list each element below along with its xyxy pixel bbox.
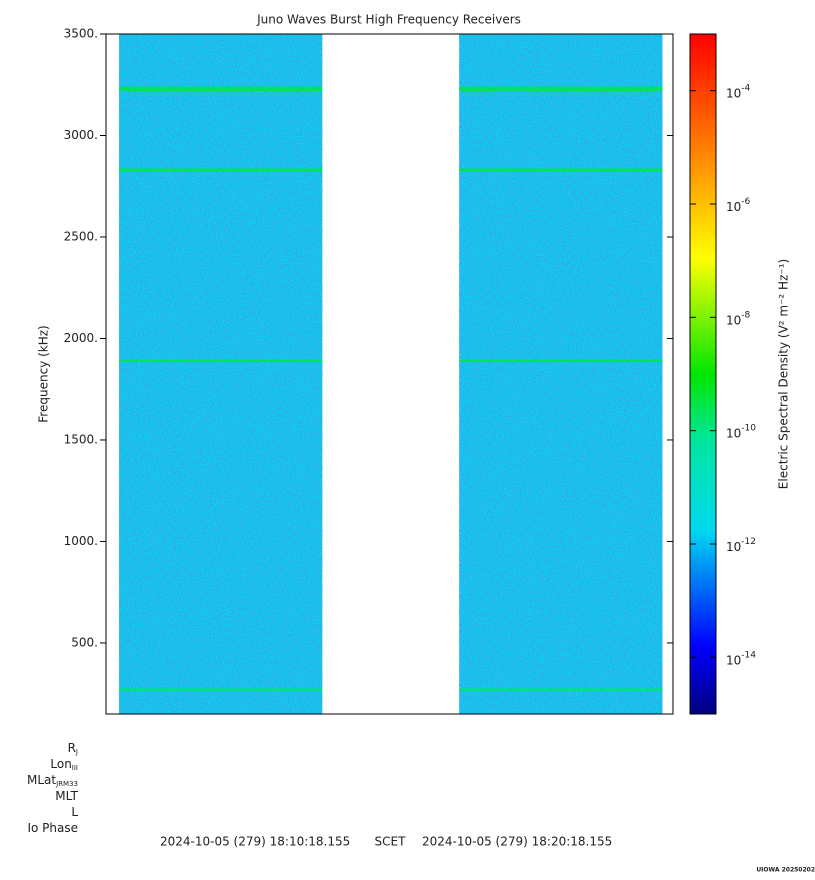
emission-band [119,359,323,362]
y-tick-label: 2500. [64,229,98,243]
ephemeris-label-text: MLat [27,773,56,787]
ephemeris-label: RJ [68,741,78,757]
y-tick-label: 1000. [64,534,98,548]
y-tick-label: 1500. [64,432,98,446]
y-tick-label: 3500. [64,27,98,41]
y-tick-label: 500. [71,635,98,649]
emission-band [119,86,323,92]
colorbar-tick-label: 10-8 [726,310,751,327]
emission-band [459,359,663,362]
colorbar-tick-label: 10-6 [726,197,751,214]
colorbar-tick-exponent: -12 [741,537,756,547]
noise-texture [119,34,323,714]
emission-band [119,688,323,692]
emission-band [459,168,663,172]
ephemeris-label: MLT [55,789,78,803]
colorbar-tick-label: 10-10 [726,423,756,440]
footer: UIOWA 20250202 [756,867,815,874]
scet-end: 2024-10-05 (279) 18:20:18.155 [422,835,612,849]
colorbar-tick-base: 10 [726,200,741,214]
colorbar-tick-base: 10 [726,540,741,554]
ephemeris-label: LonIII [50,757,78,773]
colorbar-tick-exponent: -10 [741,423,756,433]
colorbar-tick-label: 10-4 [726,83,751,100]
emission-band [459,86,663,92]
colorbar [689,33,717,715]
y-tick-label: 2000. [64,331,98,345]
colorbar-tick-exponent: -4 [741,83,750,93]
ephemeris-label-text: Io Phase [27,821,78,835]
colorbar-tick-base: 10 [726,86,741,100]
scet-start: 2024-10-05 (279) 18:10:18.155 [160,835,350,849]
colorbar-tick-exponent: -6 [741,197,750,207]
ephemeris-label-subscript: JRM33 [55,780,78,788]
ephemeris-label-text: L [71,805,78,819]
ephemeris-label-subscript: J [75,748,78,756]
colorbar-tick-base: 10 [726,653,741,667]
emission-band [459,688,663,692]
y-axis-label: Frequency (kHz) [37,325,51,422]
colorbar-tick-label: 10-12 [726,537,756,554]
colorbar-tick-exponent: -8 [741,310,750,320]
y-tick-label: 3000. [64,128,98,142]
colorbar-tick-label: 10-14 [726,650,756,667]
plot-frame [105,33,674,715]
chart-title: Juno Waves Burst High Frequency Receiver… [256,13,521,27]
ephemeris-label-text: Lon [50,757,71,771]
colorbar-tick-base: 10 [726,426,741,440]
emission-band [119,168,323,172]
ephemeris-label-text: R [68,741,76,755]
colorbar-label: Electric Spectral Density (V² m⁻² Hz⁻¹) [777,259,791,489]
ephemeris-label: MLatJRM33 [27,773,78,789]
plot-area [119,34,663,714]
ephemeris-label: L [71,805,78,819]
ephemeris-label: Io Phase [27,821,78,835]
colorbar-tick-exponent: -14 [741,650,756,660]
scet-label: SCET [375,835,407,849]
noise-texture [459,34,663,714]
ephemeris-label-text: MLT [55,789,78,803]
colorbar-tick-base: 10 [726,313,741,327]
ephemeris-label-subscript: III [72,764,78,772]
